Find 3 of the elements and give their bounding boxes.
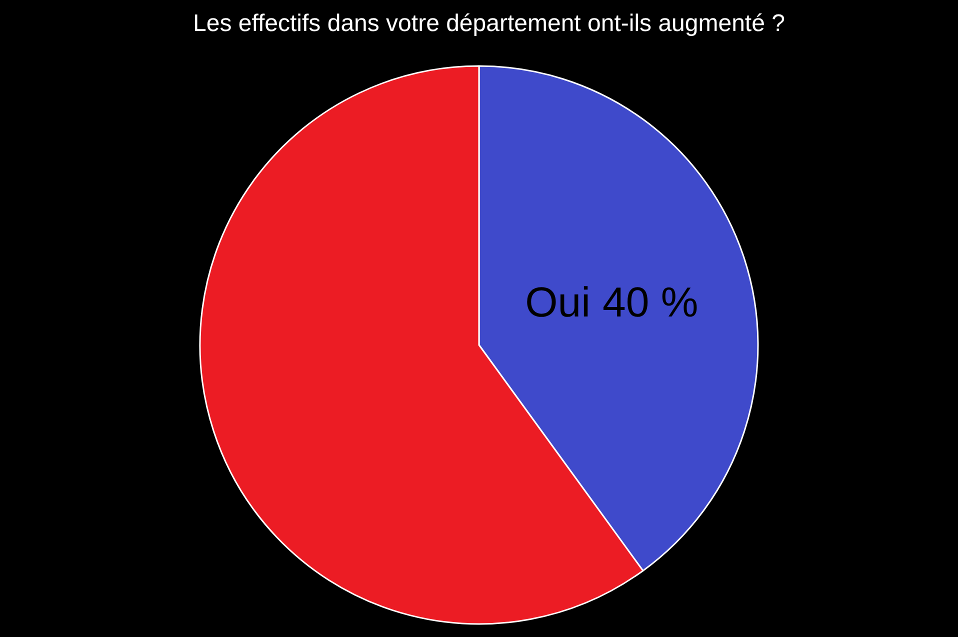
data-label: 40 % <box>602 278 698 326</box>
slice-label: Oui <box>525 278 590 326</box>
chart-title: Les effectifs dans votre département ont-ils augmenté ? <box>193 10 785 37</box>
